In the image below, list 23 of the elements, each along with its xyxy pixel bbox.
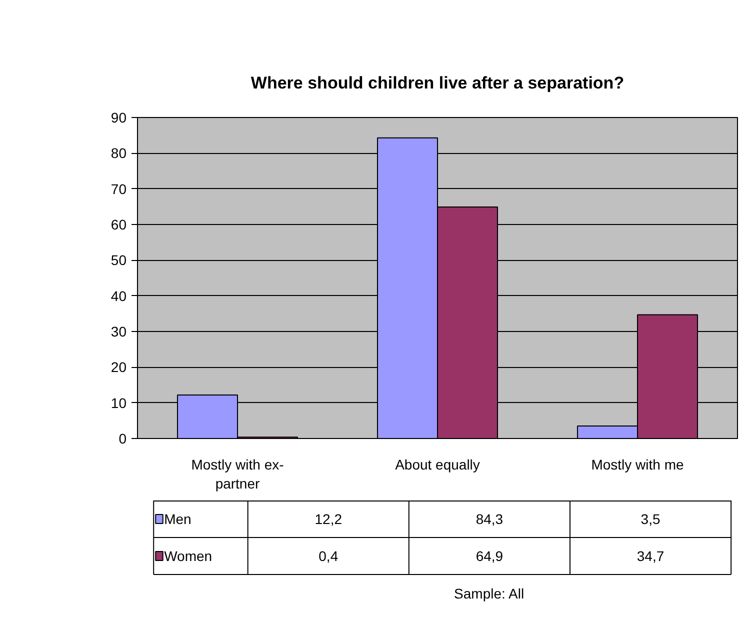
data-label: 0,4	[318, 548, 338, 564]
y-tick-label: 80	[110, 145, 127, 162]
x-tick-label: About equally	[395, 456, 480, 472]
data-label: 12,2	[314, 511, 342, 527]
x-tick-label: Mostly with ex-partner	[191, 456, 284, 492]
y-tick-label: 40	[110, 288, 127, 304]
data-label: 34,7	[636, 548, 664, 564]
text: Sample: All	[454, 586, 524, 602]
data-label: 3,5	[640, 511, 660, 527]
y-tick-label: 60	[110, 216, 127, 232]
y-tick-label: 90	[110, 110, 127, 126]
data-label: 84,3	[476, 511, 504, 527]
y-tick-label: 50	[110, 252, 127, 268]
chart-title: Where should children live after a separation?	[250, 74, 624, 92]
y-tick-label: 0	[118, 430, 127, 446]
legend-label: Men	[164, 511, 192, 527]
y-tick-label: 30	[110, 324, 127, 340]
legend-label: Women	[164, 548, 212, 564]
x-tick-label: Mostly with me	[591, 456, 684, 472]
y-tick-label: 20	[110, 359, 127, 376]
y-tick-label: 10	[110, 394, 127, 411]
y-tick-label: 70	[110, 180, 127, 197]
data-label: 64,9	[476, 548, 504, 564]
